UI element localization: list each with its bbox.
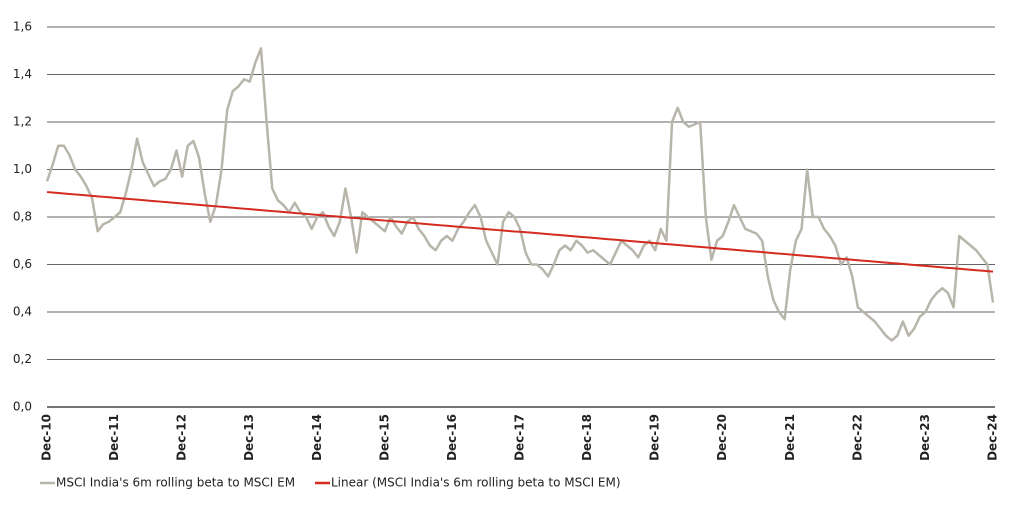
y-tick-label: 0,0 — [13, 400, 32, 414]
x-tick-label: Dec-22 — [850, 414, 864, 461]
x-tick-label: Dec-15 — [377, 414, 391, 461]
x-tick-label: Dec-11 — [107, 414, 121, 461]
x-tick-label: Dec-14 — [310, 414, 324, 461]
y-tick-label: 1,4 — [13, 67, 32, 81]
x-tick-label: Dec-17 — [513, 414, 527, 461]
x-tick-label: Dec-23 — [918, 414, 932, 461]
x-tick-label: Dec-19 — [648, 414, 662, 461]
y-tick-label: 0,2 — [13, 352, 32, 366]
legend-label: Linear (MSCI India's 6m rolling beta to … — [331, 476, 621, 490]
y-tick-label: 0,8 — [13, 210, 32, 224]
y-tick-label: 0,6 — [13, 257, 32, 271]
x-tick-label: Dec-13 — [242, 414, 256, 461]
series-line — [45, 47, 995, 342]
y-tick-label: 1,0 — [13, 162, 32, 176]
x-tick-label: Dec-18 — [580, 414, 594, 461]
x-tick-label: Dec-21 — [783, 414, 797, 461]
series-line — [46, 191, 994, 273]
y-tick-label: 1,6 — [13, 20, 32, 34]
y-tick-label: 1,2 — [13, 115, 32, 129]
x-tick-label: Dec-10 — [40, 414, 54, 461]
y-tick-label: 0,4 — [13, 305, 32, 319]
x-tick-label: Dec-20 — [715, 414, 729, 461]
x-tick-label: Dec-16 — [445, 414, 459, 461]
x-tick-label: Dec-24 — [986, 414, 1000, 461]
legend-label: MSCI India's 6m rolling beta to MSCI EM — [56, 476, 295, 490]
x-tick-label: Dec-12 — [175, 414, 189, 461]
